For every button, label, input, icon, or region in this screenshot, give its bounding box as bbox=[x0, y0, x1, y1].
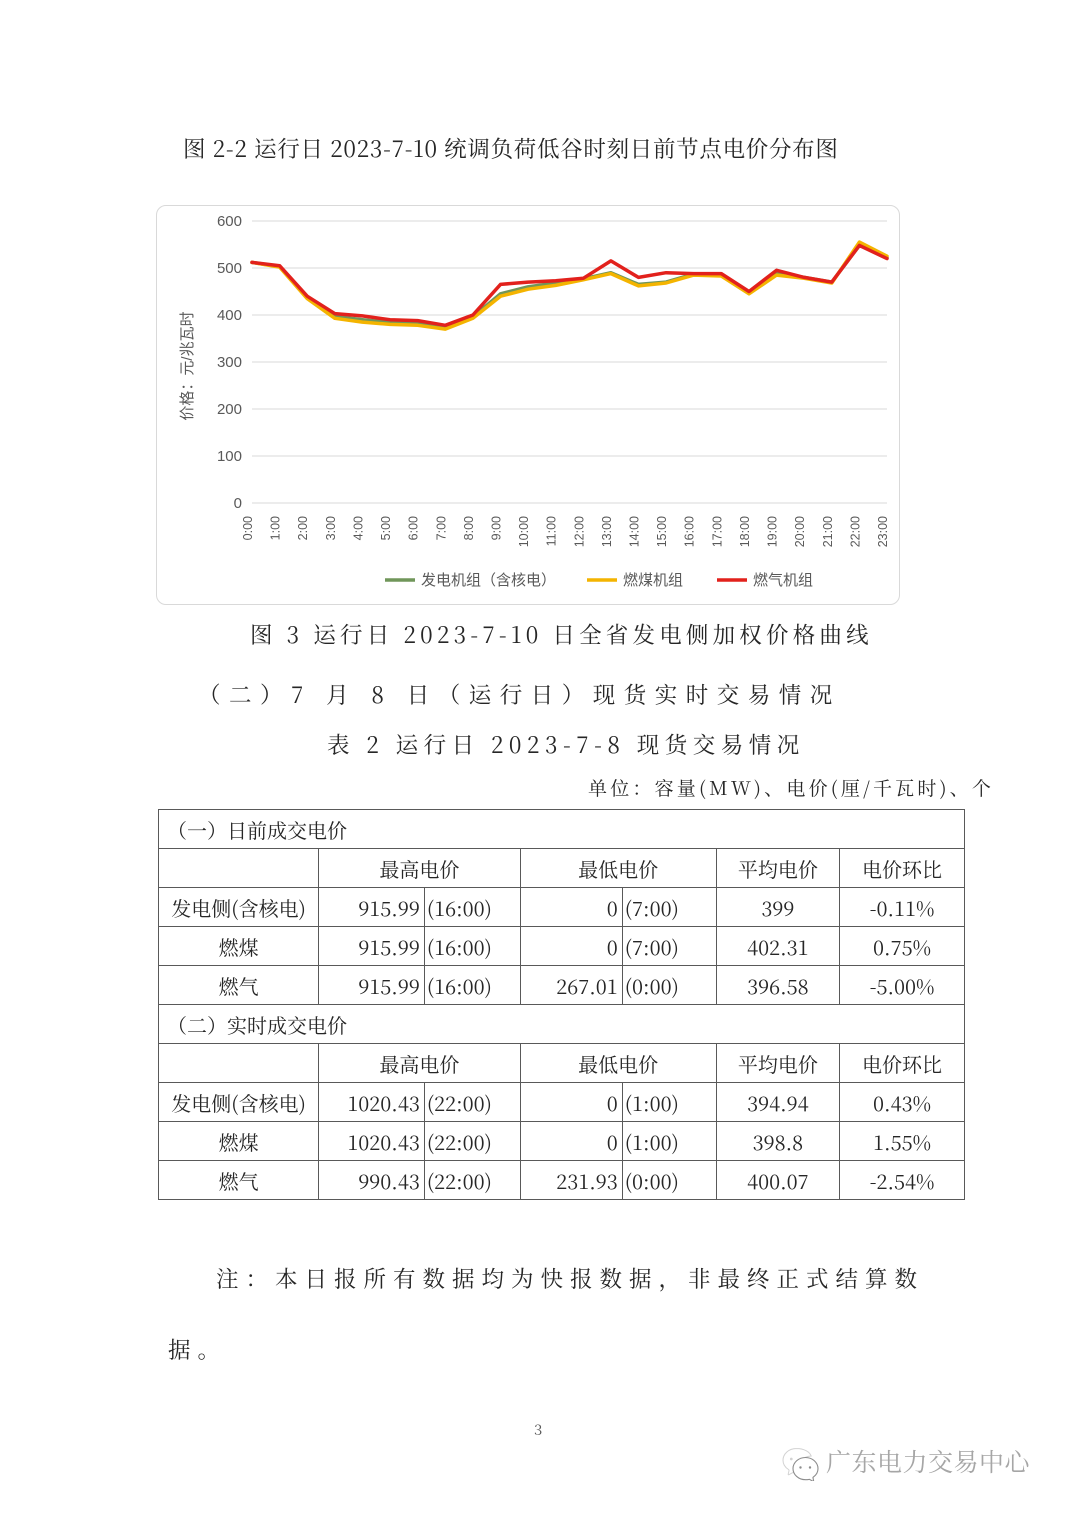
svg-text:3:00: 3:00 bbox=[324, 516, 338, 540]
svg-text:14:00: 14:00 bbox=[628, 516, 642, 547]
svg-text:18:00: 18:00 bbox=[738, 516, 752, 547]
svg-text:200: 200 bbox=[217, 401, 242, 418]
svg-text:广东电力交易中心: 广东电力交易中心 bbox=[826, 1445, 1031, 1479]
svg-text:7:00: 7:00 bbox=[434, 516, 448, 540]
svg-text:23:00: 23:00 bbox=[876, 516, 890, 547]
svg-text:燃气机组: 燃气机组 bbox=[753, 571, 813, 589]
svg-text:400: 400 bbox=[217, 307, 242, 324]
svg-text:0: 0 bbox=[234, 495, 242, 512]
svg-text:8:00: 8:00 bbox=[462, 516, 476, 540]
svg-text:300: 300 bbox=[217, 354, 242, 371]
svg-text:发电机组（含核电）: 发电机组（含核电） bbox=[421, 572, 556, 589]
svg-text:13:00: 13:00 bbox=[600, 516, 614, 547]
svg-text:15:00: 15:00 bbox=[655, 516, 669, 547]
svg-text:16:00: 16:00 bbox=[683, 516, 697, 547]
svg-text:21:00: 21:00 bbox=[821, 516, 835, 547]
svg-text:5:00: 5:00 bbox=[379, 516, 393, 540]
svg-text:600: 600 bbox=[217, 213, 242, 230]
svg-text:19:00: 19:00 bbox=[766, 516, 780, 547]
svg-text:6:00: 6:00 bbox=[407, 516, 421, 540]
svg-text:2:00: 2:00 bbox=[296, 516, 310, 540]
svg-text:12:00: 12:00 bbox=[572, 516, 586, 547]
svg-text:100: 100 bbox=[217, 448, 242, 465]
svg-text:0:00: 0:00 bbox=[241, 516, 255, 540]
svg-text:10:00: 10:00 bbox=[517, 516, 531, 547]
svg-text:1:00: 1:00 bbox=[269, 516, 283, 540]
svg-text:9:00: 9:00 bbox=[490, 516, 504, 540]
svg-text:价格：元/兆瓦时: 价格：元/兆瓦时 bbox=[179, 311, 196, 420]
svg-text:11:00: 11:00 bbox=[545, 516, 559, 546]
svg-text:17:00: 17:00 bbox=[710, 516, 724, 547]
svg-text:22:00: 22:00 bbox=[848, 516, 862, 547]
svg-text:20:00: 20:00 bbox=[793, 516, 807, 547]
svg-text:4:00: 4:00 bbox=[351, 516, 365, 540]
svg-text:500: 500 bbox=[217, 260, 242, 277]
svg-text:燃煤机组: 燃煤机组 bbox=[623, 571, 683, 589]
